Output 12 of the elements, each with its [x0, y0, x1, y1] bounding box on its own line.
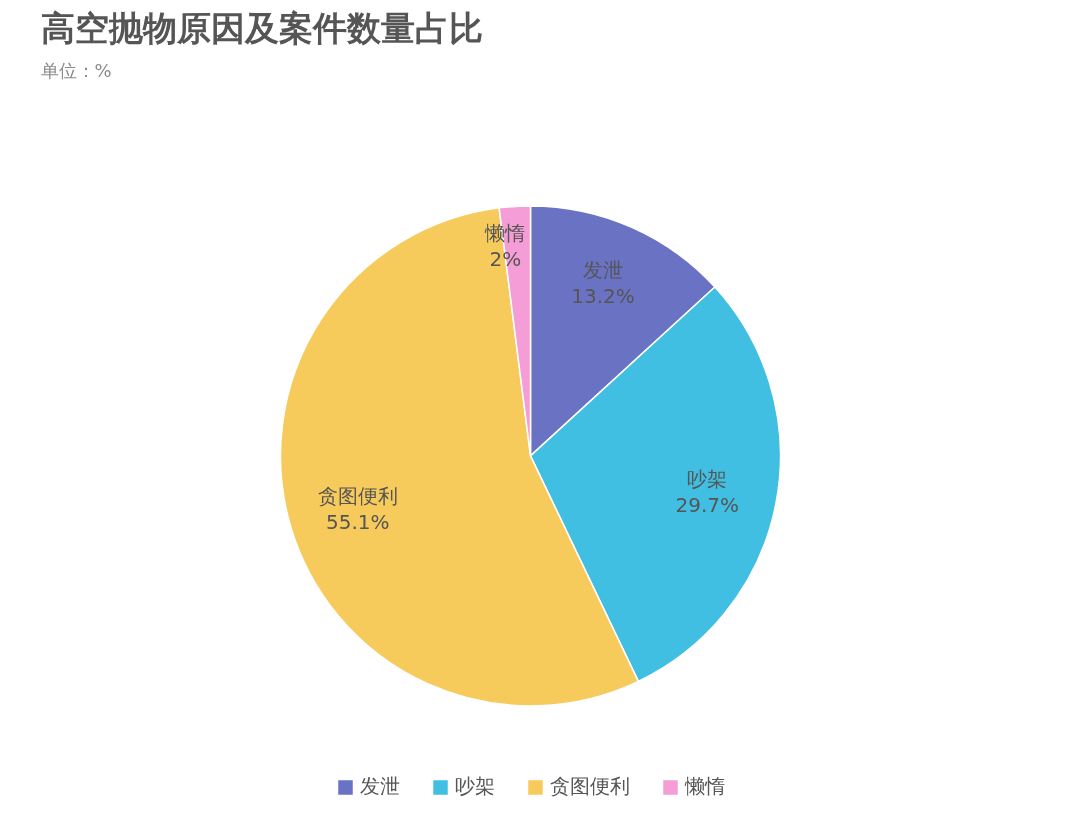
chart-title: 高空抛物原因及案件数量占比 — [40, 7, 483, 48]
data-label: 29.7% — [675, 493, 739, 518]
slice-label: 发泄 — [583, 257, 624, 282]
data-label: 13.2% — [571, 283, 635, 308]
legend-label: 吵架 — [455, 773, 495, 800]
legend-label: 发泄 — [360, 773, 400, 800]
legend-label: 懒惰 — [685, 773, 725, 800]
slice-label: 吵架 — [687, 466, 728, 491]
text: 单位：% — [40, 59, 112, 81]
slice-label: 贪图便利 — [317, 484, 398, 509]
legend-label: 贪图便利 — [550, 773, 630, 800]
data-label: 55.1% — [326, 510, 390, 535]
